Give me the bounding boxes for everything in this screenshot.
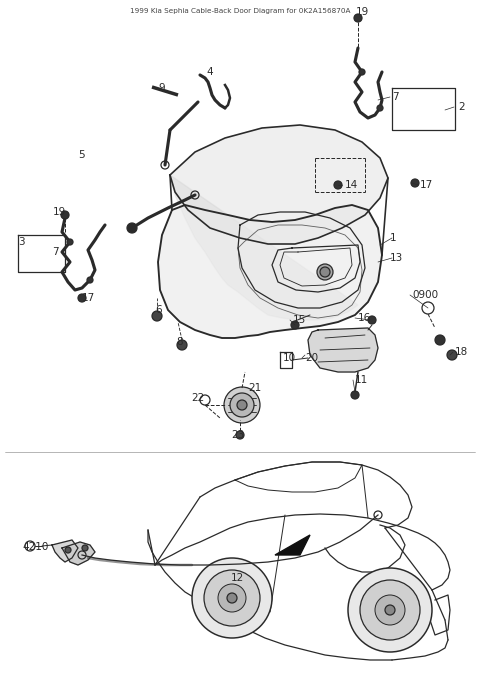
Text: 1999 Kia Sephia Cable-Back Door Diagram for 0K2A156870A: 1999 Kia Sephia Cable-Back Door Diagram … <box>130 8 350 14</box>
Circle shape <box>218 584 246 612</box>
Text: 18: 18 <box>455 347 468 357</box>
Circle shape <box>291 321 299 329</box>
Polygon shape <box>158 205 382 338</box>
Circle shape <box>375 595 405 625</box>
Text: 17: 17 <box>82 293 95 303</box>
Text: 13: 13 <box>390 253 403 263</box>
Text: 20: 20 <box>305 353 318 363</box>
Text: 19: 19 <box>53 207 66 217</box>
Circle shape <box>334 181 342 189</box>
Circle shape <box>359 69 365 75</box>
Polygon shape <box>170 175 358 320</box>
Text: 17: 17 <box>420 180 433 190</box>
Circle shape <box>317 264 333 280</box>
Text: 4210: 4210 <box>22 542 48 552</box>
Text: 1: 1 <box>390 233 396 243</box>
Circle shape <box>360 580 420 640</box>
Circle shape <box>236 431 244 439</box>
Circle shape <box>152 311 162 321</box>
Text: 12: 12 <box>230 573 244 583</box>
Circle shape <box>78 294 86 302</box>
Circle shape <box>127 223 137 233</box>
Text: 5: 5 <box>78 150 84 160</box>
Text: 22: 22 <box>192 393 204 403</box>
Text: 8: 8 <box>177 337 183 347</box>
Text: 7: 7 <box>392 92 398 102</box>
Circle shape <box>177 340 187 350</box>
Text: 7: 7 <box>52 247 59 257</box>
Polygon shape <box>170 125 388 244</box>
Polygon shape <box>52 540 78 562</box>
Circle shape <box>348 568 432 652</box>
Circle shape <box>385 605 395 615</box>
Circle shape <box>354 14 362 22</box>
Circle shape <box>320 267 330 277</box>
Text: 3: 3 <box>18 237 24 247</box>
Circle shape <box>377 105 383 111</box>
Circle shape <box>82 545 88 551</box>
Circle shape <box>447 350 457 360</box>
Circle shape <box>192 558 272 638</box>
Circle shape <box>411 179 419 187</box>
Circle shape <box>351 391 359 399</box>
Text: 23: 23 <box>231 430 245 440</box>
Text: 6: 6 <box>155 305 162 315</box>
Circle shape <box>227 593 237 603</box>
Polygon shape <box>308 328 378 372</box>
Text: 11: 11 <box>355 375 368 385</box>
Text: 15: 15 <box>293 315 306 325</box>
Circle shape <box>230 393 254 417</box>
Circle shape <box>87 277 93 283</box>
Text: 19: 19 <box>356 7 369 17</box>
Circle shape <box>435 335 445 345</box>
Circle shape <box>67 239 73 245</box>
Text: 16: 16 <box>358 313 371 323</box>
Text: 2: 2 <box>458 102 465 112</box>
Circle shape <box>204 570 260 626</box>
Polygon shape <box>275 535 310 555</box>
Circle shape <box>237 400 247 410</box>
Text: 10: 10 <box>283 353 296 363</box>
Text: 4: 4 <box>207 67 213 77</box>
Text: 21: 21 <box>248 383 262 393</box>
Polygon shape <box>62 542 95 565</box>
Circle shape <box>368 316 376 324</box>
Circle shape <box>61 211 69 219</box>
Circle shape <box>65 547 71 553</box>
Text: 14: 14 <box>345 180 358 190</box>
Circle shape <box>224 387 260 423</box>
Text: 9: 9 <box>159 83 165 93</box>
Text: 0900: 0900 <box>412 290 438 300</box>
